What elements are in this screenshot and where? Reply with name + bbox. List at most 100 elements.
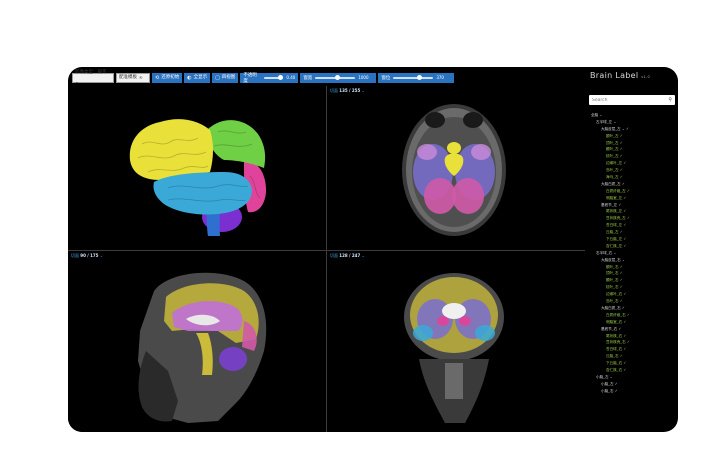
sagittal-slice-value: 90 / 175 [80,253,99,258]
brand-logo: Brain Label v1.0 [590,71,650,80]
tree-node[interactable]: 全脑 ⌄ [587,112,677,119]
level-slider-group: 窗位 370 [378,72,455,83]
brand-name: Brain Label [590,71,639,80]
tree-node[interactable]: 苍白球_右 ✓ [587,346,677,353]
frontal-region [129,119,213,180]
viewport-divider-vertical[interactable] [326,86,327,432]
template-select-suffix: ④ [139,74,143,80]
tree-node[interactable]: 白质纤维_右 ✓ [587,312,677,319]
viewport-sagittal[interactable]: 切面 90 / 175 ⌄ [68,251,326,432]
tree-node[interactable]: 顶叶_右 ✓ [587,270,677,277]
tree-node-label: 额叶_左 ✓ [606,133,623,138]
tree-node-label: 下丘脑_右 ✓ [606,361,627,366]
tree-node-label: 豆状核壳_左 ✓ [606,216,630,221]
tree-node[interactable]: 下丘脑_右 ✓ [587,360,677,367]
viewport-divider-horizontal[interactable] [68,250,585,251]
toolbar: 影像类型：概率 ⌄ 配准模板 ④ ⟲ 还原初始 ◐ 全显示 ▢ 四视图 不透明度… [72,70,455,85]
tree-node-label: 大脑白质_左 ✓ [601,181,625,186]
coronal-slice-value: 128 / 247 [339,253,361,258]
tree-node[interactable]: 小脑_右 ✓ [587,388,677,395]
tree-node[interactable]: 大脑白质_右 ✓ [587,305,677,312]
tree-node[interactable]: 侧脑室_右 ✓ [587,319,677,326]
tree-node[interactable]: 边缘叶_左 ✓ [587,160,677,167]
tree-node-label: 白质纤维_右 ✓ [606,312,630,317]
tree-node[interactable]: 丘脑_左 ✓ [587,229,677,236]
tree-node[interactable]: 苍白球_左 ✓ [587,222,677,229]
level-slider-handle[interactable] [417,74,423,80]
opacity-slider-group: 不透明度 0.40 [240,72,299,84]
tree-node[interactable]: 豆状核壳_右 ✓ [587,339,677,346]
opacity-slider[interactable] [263,74,284,80]
tree-node[interactable]: 杏仁核_左 ✓ [587,243,677,250]
tree-node-label: 边缘叶_左 ✓ [606,161,627,166]
tree-node[interactable]: 豆状核壳_左 ✓ [587,215,677,222]
template-select[interactable]: 配准模板 ④ [116,72,150,83]
reset-button[interactable]: ⟲ 还原初始 [152,72,183,83]
viewport-3d[interactable] [68,86,326,250]
tree-node[interactable]: 侧脑室_左 ✓ [587,195,677,202]
tree-node[interactable]: 海马_左 ✓ [587,174,677,181]
coronal-slice-prefix: 切面 [330,253,338,258]
tree-node[interactable]: 大脑皮层_左 ⌄ ✓ [587,126,677,133]
opacity-slider-label: 不透明度 [243,72,257,84]
tree-node-label: 左半球_左 ⌄ [596,119,617,124]
tree-node[interactable]: 岛叶_右 ✓ [587,298,677,305]
search-input[interactable] [592,96,664,104]
level-slider[interactable] [393,74,434,80]
temporal-region [153,172,252,215]
tree-node[interactable]: 岛叶_左 ✓ [587,167,677,174]
tree-node[interactable]: 大脑皮层_右 ⌄ [587,257,677,264]
tree-node-label: 小脑_左 ⌄ [596,374,613,379]
tree-node-label: 苍白球_左 ✓ [606,223,627,228]
tree-node[interactable]: 枕叶_右 ✓ [587,284,677,291]
search-icon[interactable]: ⚲ [668,97,672,103]
tree-node[interactable]: 顶叶_左 ✓ [587,140,677,147]
reset-button-label: 还原初始 [161,74,180,80]
tree-node[interactable]: 颞叶_右 ✓ [587,277,677,284]
display-all-button[interactable]: ◐ 全显示 [184,72,211,83]
tree-node[interactable]: 杏仁核_右 ✓ [587,367,677,374]
tree-node[interactable]: 大脑白质_左 ✓ [587,181,677,188]
axial-slice-image [402,104,506,236]
window-slider[interactable] [315,74,356,80]
tree-node[interactable]: 基底节_右 ✓ [587,326,677,333]
tree-node-label: 额叶_右 ✓ [606,264,623,269]
tree-node-label: 大脑皮层_右 ⌄ [601,257,625,262]
tree-node[interactable]: 小脑_左 ✓ [587,381,677,388]
opacity-slider-value: 0.40 [286,75,296,80]
tree-node[interactable]: 基底节_左 ✓ [587,202,677,209]
sagittal-slice-label: 切面 90 / 175 ⌄ [71,253,103,259]
tree-node[interactable]: 小脑_左 ⌄ [587,374,677,381]
tree-node[interactable]: 下丘脑_左 ✓ [587,236,677,243]
tree-node[interactable]: 丘脑_右 ✓ [587,353,677,360]
tree-node-label: 丘脑_左 ✓ [606,230,623,235]
tree-node[interactable]: 边缘叶_右 ✓ [587,291,677,298]
sagittal-slice-menu-icon[interactable]: ⌄ [99,253,104,258]
tree-node[interactable]: 左半球_左 ⌄ [587,119,677,126]
reset-icon: ⟲ [155,74,160,81]
tree-node[interactable]: 白质纤维_左 ✓ [587,188,677,195]
viewport-coronal[interactable]: 切面 128 / 247 ⌄ [327,251,585,432]
tree-node-label: 岛叶_左 ✓ [606,168,623,173]
viewport-axial[interactable]: 切面 135 / 255 ⌄ [327,86,585,250]
tree-node[interactable]: 右半球_右 ⌄ [587,250,677,257]
tree-node[interactable]: 额叶_右 ✓ [587,264,677,271]
window-slider-handle[interactable] [335,74,341,80]
tree-node-label: 小脑_左 ✓ [601,381,618,386]
tree-node-label: 枕叶_左 ✓ [606,154,623,159]
tree-node[interactable]: 颞叶_左 ✓ [587,146,677,153]
image-type-select[interactable]: 影像类型：概率 ⌄ [72,70,114,85]
layout-button[interactable]: ▢ 四视图 [212,72,239,83]
axial-slice-value: 135 / 255 [339,88,361,93]
tree-node[interactable]: 额叶_左 ✓ [587,133,677,140]
tree-node[interactable]: 尾状核_左 ✓ [587,208,677,215]
opacity-slider-handle[interactable] [277,74,283,80]
tree-node-label: 下丘脑_左 ✓ [606,237,627,242]
app-window: 影像类型：概率 ⌄ 配准模板 ④ ⟲ 还原初始 ◐ 全显示 ▢ 四视图 不透明度… [68,67,678,432]
search-box[interactable]: ⚲ [589,95,675,105]
axial-slice-menu-icon[interactable]: ⌄ [361,88,365,93]
tree-node[interactable]: 枕叶_左 ✓ [587,153,677,160]
axial-slice-prefix: 切面 [330,88,338,93]
coronal-slice-menu-icon[interactable]: ⌄ [361,253,365,258]
tree-node[interactable]: 尾状核_右 ✓ [587,333,677,340]
